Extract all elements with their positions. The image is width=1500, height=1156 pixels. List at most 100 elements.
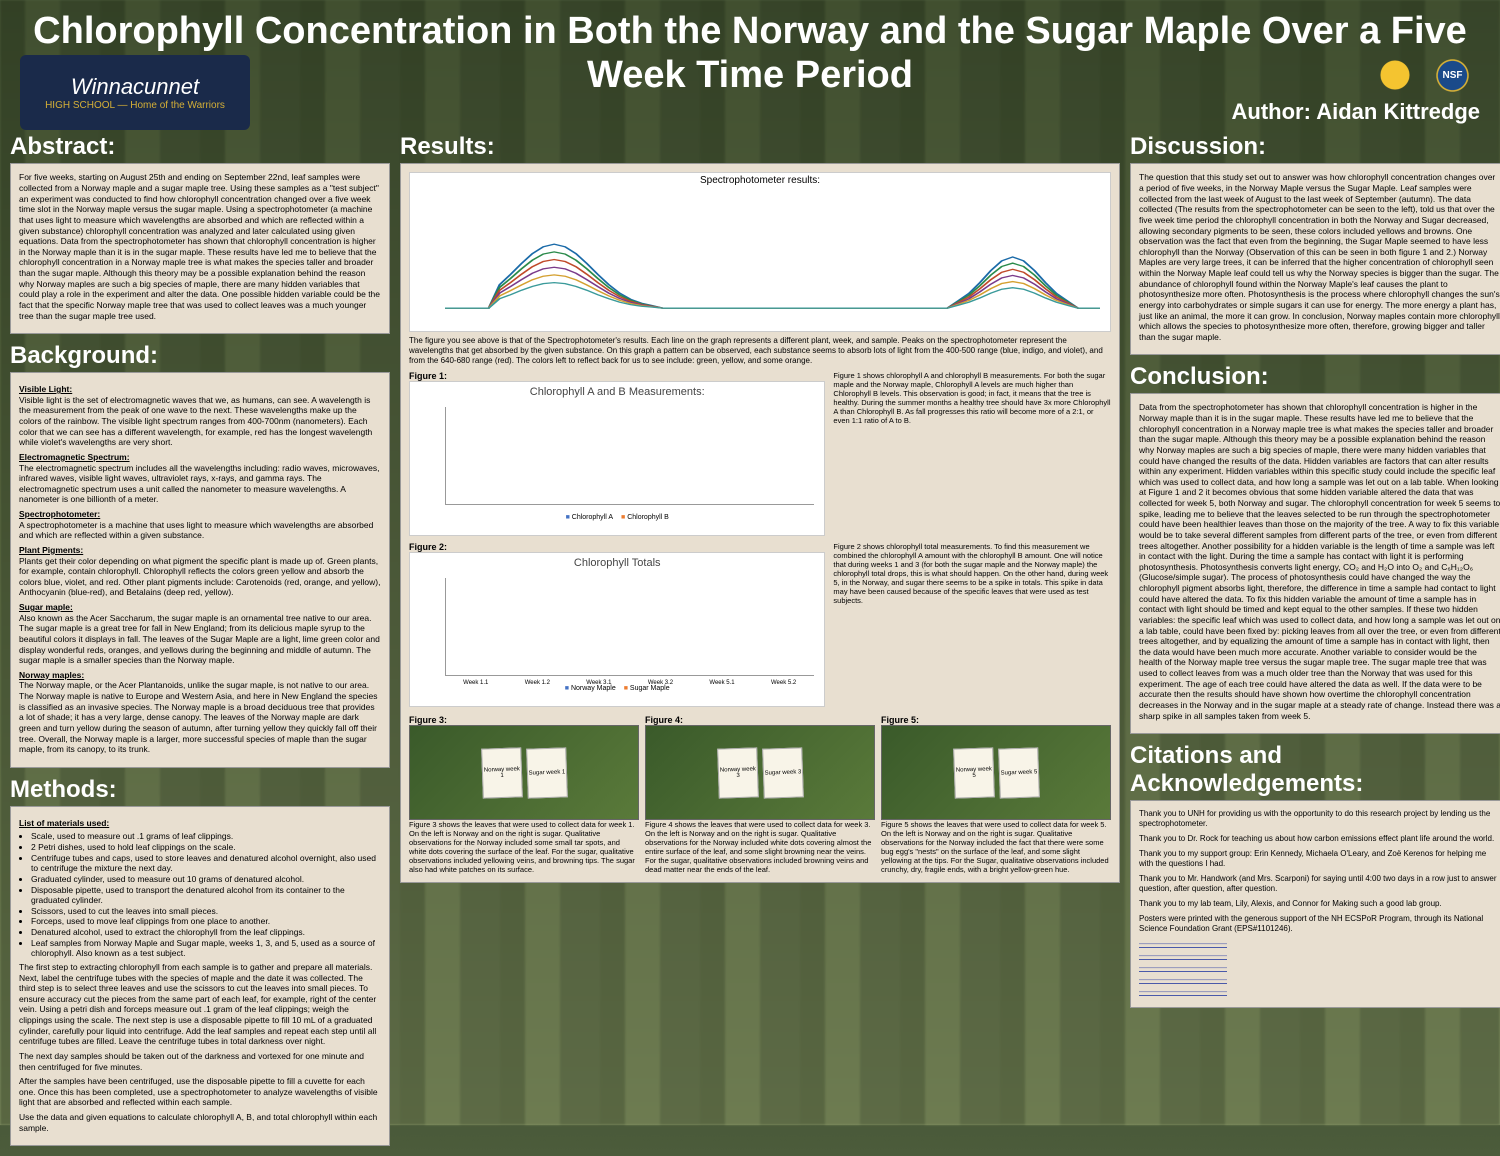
fig1-label: Figure 1: <box>409 371 825 381</box>
left-column: Abstract: For five weeks, starting on Au… <box>10 133 390 1146</box>
links-list: ——————————— ——————————— ——————————— ———————… <box>1139 939 1500 997</box>
discussion-text: The question that this study set out to … <box>1139 172 1500 342</box>
conclusion-section: Conclusion: Data from the spectrophotome… <box>1130 363 1500 734</box>
methods-list-h: List of materials used: <box>19 818 381 829</box>
thanks-item: Thank you to my support group: Erin Kenn… <box>1139 849 1500 869</box>
results-title: Results: <box>400 133 1120 161</box>
background-box: Visible Light: Visible light is the set … <box>10 372 390 768</box>
bg-su: Also known as the Acer Saccharum, the su… <box>19 613 381 666</box>
poster-content: Abstract: For five weeks, starting on Au… <box>0 133 1500 1156</box>
legend-sugar: Sugar Maple <box>624 685 670 692</box>
thanks-list: Thank you to UNH for providing us with t… <box>1139 809 1500 934</box>
center-column: Results: Spectrophotometer results: The … <box>400 133 1120 1146</box>
conclusion-text: Data from the spectrophotometer has show… <box>1139 402 1500 721</box>
background-section: Background: Visible Light: Visible light… <box>10 342 390 768</box>
fig5-desc: Figure 5 shows the leaves that were used… <box>881 820 1111 874</box>
nsf-logo: NSF <box>1430 53 1475 98</box>
fig4-label: Figure 4: <box>645 715 875 725</box>
fig1-chart: Chlorophyll A and B Measurements: Chloro… <box>409 381 825 536</box>
bg-em-h: Electromagnetic Spectrum: <box>19 452 381 463</box>
legend-norway: Norway Maple <box>565 685 616 692</box>
sponsor-logos: NSF <box>1370 50 1475 100</box>
fig2-legend: Norway Maple Sugar Maple <box>565 685 670 692</box>
methods-list-item: Centrifuge tubes and caps, used to store… <box>31 853 381 874</box>
thanks-item: Posters were printed with the generous s… <box>1139 914 1500 934</box>
fig5-label: Figure 5: <box>881 715 1111 725</box>
fig2-desc: Figure 2 shows chlorophyll total measure… <box>833 542 1111 707</box>
bg-sp-h: Spectrophotometer: <box>19 509 381 520</box>
logo-subtext: HIGH SCHOOL — Home of the Warriors <box>45 100 225 111</box>
spectro-chart-title: Spectrophotometer results: <box>700 175 820 186</box>
fig4-photo: Norway week 3 Sugar week 3 <box>645 725 875 820</box>
fig4-tag1: Norway week 3 <box>717 747 759 798</box>
conclusion-box: Data from the spectrophotometer has show… <box>1130 393 1500 734</box>
citation-link: ——————————— <box>1139 939 1500 949</box>
methods-list-item: Denatured alcohol, used to extract the c… <box>31 927 381 938</box>
legend-chlA: Chlorophyll A <box>566 514 613 521</box>
figure-1-row: Figure 1: Chlorophyll A and B Measuremen… <box>409 371 1111 536</box>
thanks-item: Thank you to Dr. Rock for teaching us ab… <box>1139 834 1500 844</box>
conclusion-title: Conclusion: <box>1130 363 1500 391</box>
bg-pg: Plants get their color depending on what… <box>19 556 381 599</box>
abstract-box: For five weeks, starting on August 25th … <box>10 163 390 334</box>
discussion-box: The question that this study set out to … <box>1130 163 1500 355</box>
methods-section: Methods: List of materials used: Scale, … <box>10 776 390 1147</box>
spectro-lines <box>445 193 1100 321</box>
methods-p3: After the samples have been centrifuged,… <box>19 1076 381 1108</box>
fig1-legend: Chlorophyll A Chlorophyll B <box>566 514 669 521</box>
citations-section: Citations and Acknowledgements: Thank yo… <box>1130 742 1500 1008</box>
thanks-item: Thank you to my lab team, Lily, Alexis, … <box>1139 899 1500 909</box>
fig5-tag2: Sugar week 5 <box>998 747 1040 798</box>
abstract-text: For five weeks, starting on August 25th … <box>19 172 381 321</box>
fig3-photo: Norway week 1 Sugar week 1 <box>409 725 639 820</box>
results-box: Spectrophotometer results: The figure yo… <box>400 163 1120 883</box>
methods-list-item: Scale, used to measure out .1 grams of l… <box>31 831 381 842</box>
sun-icon <box>1370 50 1420 100</box>
citations-box: Thank you to UNH for providing us with t… <box>1130 800 1500 1008</box>
results-section: Results: Spectrophotometer results: The … <box>400 133 1120 883</box>
poster-header: Winnacunnet HIGH SCHOOL — Home of the Wa… <box>0 0 1500 133</box>
discussion-title: Discussion: <box>1130 133 1500 161</box>
fig3-desc: Figure 3 shows the leaves that were used… <box>409 820 639 874</box>
bg-sp: A spectrophotometer is a machine that us… <box>19 520 381 541</box>
fig2-chart: Chlorophyll Totals Week 1.1Week 1.2Week … <box>409 552 825 707</box>
methods-list: Scale, used to measure out .1 grams of l… <box>19 831 381 959</box>
fig5-tag1: Norway week 5 <box>953 747 995 798</box>
citation-link: ——————————— <box>1139 987 1500 997</box>
fig4-col: Figure 4: Norway week 3 Sugar week 3 Fig… <box>645 715 875 874</box>
fig1-desc: Figure 1 shows chlorophyll A and chlorop… <box>833 371 1111 536</box>
fig5-photo: Norway week 5 Sugar week 5 <box>881 725 1111 820</box>
citation-link: ——————————— <box>1139 951 1500 961</box>
fig2-title: Chlorophyll Totals <box>410 553 824 573</box>
abstract-section: Abstract: For five weeks, starting on Au… <box>10 133 390 334</box>
citation-link: ——————————— <box>1139 975 1500 985</box>
methods-title: Methods: <box>10 776 390 804</box>
methods-box: List of materials used: Scale, used to m… <box>10 806 390 1147</box>
methods-list-item: 2 Petri dishes, used to hold leaf clippi… <box>31 842 381 853</box>
methods-p4: Use the data and given equations to calc… <box>19 1112 381 1133</box>
fig5-col: Figure 5: Norway week 5 Sugar week 5 Fig… <box>881 715 1111 874</box>
methods-list-item: Disposable pipette, used to transport th… <box>31 885 381 906</box>
citation-link: ——————————— <box>1139 963 1500 973</box>
bg-su-h: Sugar maple: <box>19 602 381 613</box>
fig3-tag2: Sugar week 1 <box>526 747 568 798</box>
bg-no: The Norway maple, or the Acer Plantanoid… <box>19 680 381 754</box>
spectro-caption: The figure you see above is that of the … <box>409 336 1111 365</box>
fig3-tag1: Norway week 1 <box>481 747 523 798</box>
bg-em: The electromagnetic spectrum includes al… <box>19 463 381 506</box>
fig1-title: Chlorophyll A and B Measurements: <box>410 382 824 402</box>
methods-list-item: Leaf samples from Norway Maple and Sugar… <box>31 938 381 959</box>
methods-list-item: Forceps, used to move leaf clippings fro… <box>31 916 381 927</box>
discussion-section: Discussion: The question that this study… <box>1130 133 1500 355</box>
photo-row: Figure 3: Norway week 1 Sugar week 1 Fig… <box>409 715 1111 874</box>
bg-vl: Visible light is the set of electromagne… <box>19 395 381 448</box>
logo-text: Winnacunnet <box>71 74 199 100</box>
bg-vl-h: Visible Light: <box>19 384 381 395</box>
methods-list-item: Graduated cylinder, used to measure out … <box>31 874 381 885</box>
school-logo: Winnacunnet HIGH SCHOOL — Home of the Wa… <box>20 55 250 130</box>
figure-2-row: Figure 2: Chlorophyll Totals Week 1.1Wee… <box>409 542 1111 707</box>
methods-p1: The first step to extracting chlorophyll… <box>19 962 381 1047</box>
legend-chlB: Chlorophyll B <box>621 514 669 521</box>
fig3-label: Figure 3: <box>409 715 639 725</box>
fig3-col: Figure 3: Norway week 1 Sugar week 1 Fig… <box>409 715 639 874</box>
